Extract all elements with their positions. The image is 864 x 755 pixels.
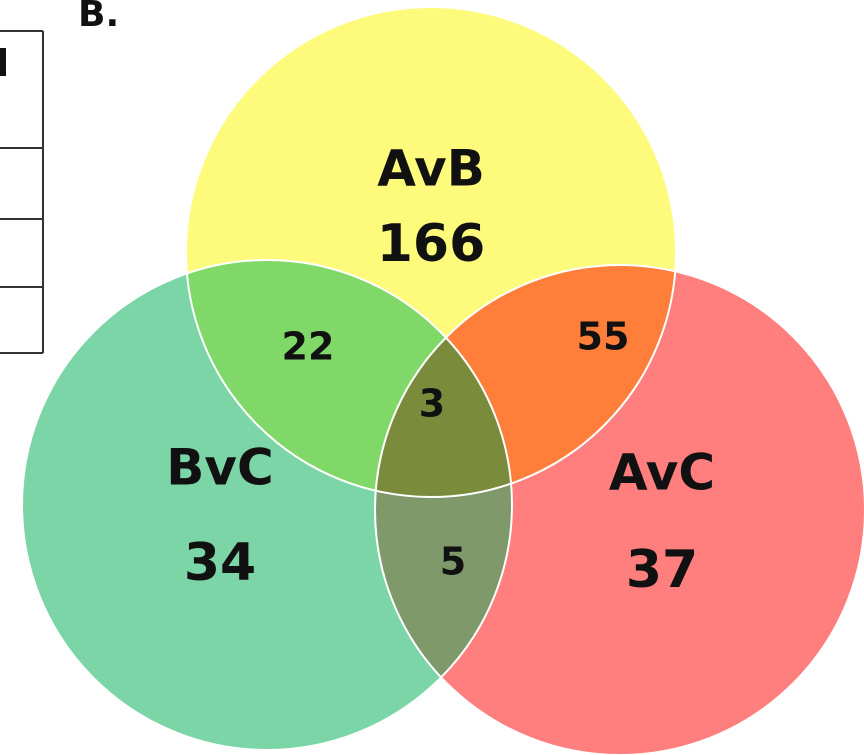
panel-label: B.	[78, 0, 119, 35]
set-count-avb: 166	[377, 214, 486, 274]
set-count-bvc: 34	[184, 533, 256, 593]
overlap-avb-bvc: 22	[282, 325, 335, 369]
table-header-mark	[0, 48, 6, 76]
region-avb-bvc	[186, 260, 512, 497]
set-count-avc: 37	[626, 540, 698, 600]
set-name-avb: AvB	[377, 140, 485, 198]
set-name-avc: AvC	[609, 444, 715, 502]
overlap-all: 3	[419, 382, 445, 426]
table-fragment	[0, 30, 44, 354]
overlap-bvc-avc: 5	[440, 540, 466, 584]
overlap-avb-avc: 55	[577, 315, 630, 359]
region-avb-avc	[375, 265, 676, 497]
set-name-bvc: BvC	[166, 439, 273, 497]
